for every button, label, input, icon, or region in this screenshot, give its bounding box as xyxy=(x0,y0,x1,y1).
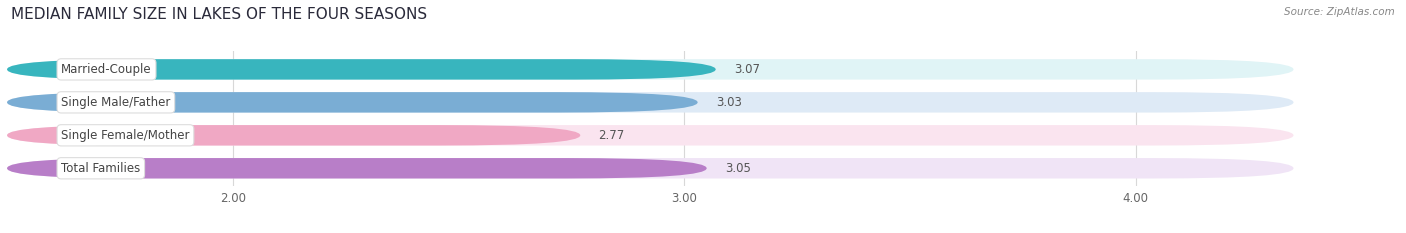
FancyBboxPatch shape xyxy=(7,158,707,178)
Text: 3.07: 3.07 xyxy=(734,63,759,76)
FancyBboxPatch shape xyxy=(7,158,1294,178)
Text: Single Male/Father: Single Male/Father xyxy=(62,96,170,109)
Text: Single Female/Mother: Single Female/Mother xyxy=(62,129,190,142)
FancyBboxPatch shape xyxy=(7,125,581,146)
FancyBboxPatch shape xyxy=(7,125,1294,146)
FancyBboxPatch shape xyxy=(7,59,716,80)
Text: 3.05: 3.05 xyxy=(724,162,751,175)
Text: Total Families: Total Families xyxy=(62,162,141,175)
FancyBboxPatch shape xyxy=(7,92,697,113)
Text: 2.77: 2.77 xyxy=(599,129,624,142)
Text: Married-Couple: Married-Couple xyxy=(62,63,152,76)
FancyBboxPatch shape xyxy=(7,92,1294,113)
Text: 3.03: 3.03 xyxy=(716,96,741,109)
Text: MEDIAN FAMILY SIZE IN LAKES OF THE FOUR SEASONS: MEDIAN FAMILY SIZE IN LAKES OF THE FOUR … xyxy=(11,7,427,22)
FancyBboxPatch shape xyxy=(7,59,1294,80)
Text: Source: ZipAtlas.com: Source: ZipAtlas.com xyxy=(1284,7,1395,17)
